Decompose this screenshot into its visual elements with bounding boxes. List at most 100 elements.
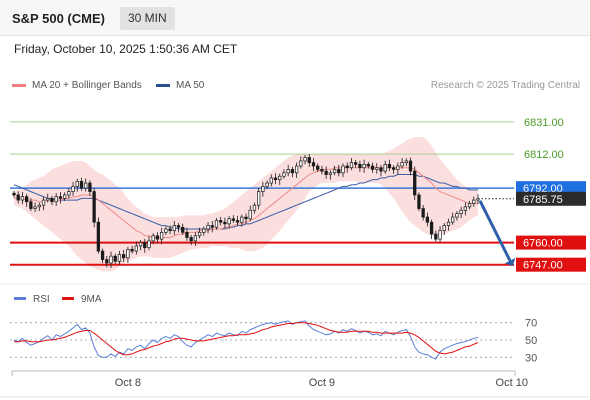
candle-body	[354, 162, 358, 165]
candle-body	[370, 165, 375, 170]
timeframe-button[interactable]: 30 MIN	[120, 7, 175, 30]
candle-body	[58, 196, 63, 199]
candle-body	[231, 218, 235, 221]
candle-body	[345, 165, 349, 169]
candle-body	[109, 255, 113, 264]
candle-body	[25, 196, 29, 203]
rsi-legend-swatch	[14, 297, 26, 300]
candle-body	[151, 235, 155, 242]
candle-body	[214, 220, 219, 228]
resistance-6831-label: 6831.00	[524, 117, 564, 129]
candle-body	[332, 169, 337, 174]
candle-body	[164, 228, 168, 233]
candle-body	[206, 225, 210, 230]
x-tick-label: Oct 10	[496, 377, 528, 389]
candle-body	[79, 180, 84, 189]
candle-body	[290, 169, 295, 174]
candle-body	[202, 228, 206, 233]
instrument-title: S&P 500 (CME)	[12, 11, 105, 26]
candle-body	[463, 206, 467, 211]
resistance-6812-label: 6812.00	[524, 149, 564, 161]
forecast-arrow	[478, 200, 512, 262]
candle-body	[29, 201, 33, 209]
candle-body	[337, 169, 341, 174]
candle-body	[159, 232, 164, 240]
candle-body	[193, 235, 198, 242]
candle-body	[311, 162, 316, 167]
candle-body	[387, 163, 392, 169]
rsi-9ma-line	[14, 322, 479, 356]
candle-body	[100, 250, 105, 260]
candle-body	[138, 242, 143, 247]
candle-body	[328, 172, 333, 175]
candle-body	[210, 225, 214, 228]
x-tick-label: Oct 8	[115, 377, 141, 389]
support-6747-label-box	[516, 257, 586, 272]
candle-body	[71, 186, 75, 192]
candle-body	[425, 216, 430, 223]
candle-body	[379, 167, 383, 172]
candle-body	[117, 254, 122, 262]
candle-body	[404, 160, 408, 163]
top-bar: S&P 500 (CME) 30 MIN	[0, 0, 590, 36]
candle-body	[235, 220, 240, 223]
candle-body	[155, 235, 160, 240]
candle-body	[273, 177, 278, 180]
candle-body	[278, 175, 282, 180]
legend-label-ma50: MA 50	[176, 80, 205, 91]
candle-body	[396, 165, 400, 170]
candle-body	[366, 163, 370, 167]
rsi-tick-label: 70	[525, 318, 537, 330]
candle-body	[223, 221, 227, 225]
candle-body	[375, 167, 379, 170]
candle-body	[46, 198, 50, 201]
rsi-legend-label: 9MA	[81, 294, 102, 305]
candle-body	[413, 170, 417, 196]
candle-body	[181, 226, 185, 233]
candle-body	[434, 233, 438, 240]
candle-body	[324, 170, 328, 175]
candle-body	[62, 194, 67, 199]
rsi-legend-swatch	[62, 297, 74, 300]
candle-body	[33, 206, 37, 209]
support-6747-label: 6747.00	[523, 260, 563, 272]
candle-body	[476, 198, 480, 201]
candle-body	[421, 208, 425, 218]
candle-body	[252, 204, 257, 211]
candle-body	[261, 186, 265, 192]
support-6760-label-box	[516, 235, 586, 250]
candle-body	[438, 230, 442, 240]
candle-body	[172, 225, 176, 232]
candle-body	[168, 228, 172, 232]
candle-body	[265, 182, 269, 187]
candle-body	[282, 172, 286, 177]
provider-credit: Research © 2025 Trading Central	[430, 80, 580, 91]
ma20-swatch	[12, 84, 26, 87]
candle-body	[303, 157, 307, 162]
candle-body	[16, 194, 20, 201]
candle-body	[472, 199, 476, 204]
candle-body	[362, 163, 366, 169]
candle-body	[429, 221, 434, 235]
candle-body	[417, 194, 421, 209]
resistance-6792-label-box	[516, 181, 586, 196]
candle-body	[459, 209, 463, 215]
current-price-label: 6785.75	[523, 194, 563, 206]
candle-body	[122, 254, 126, 259]
candles	[12, 153, 480, 269]
candle-body	[320, 169, 324, 172]
candle-body	[92, 191, 96, 223]
candle-body	[358, 163, 362, 169]
current-price-box	[516, 191, 586, 206]
legend-item-ma50: MA 50	[156, 80, 204, 91]
candle-body	[41, 199, 46, 206]
candle-body	[54, 196, 58, 203]
candle-body	[408, 160, 413, 172]
candle-body	[113, 255, 117, 262]
candle-body	[176, 225, 181, 228]
legend-item-ma20: MA 20 + Bollinger Bands	[12, 80, 142, 91]
legend-label-ma20: MA 20 + Bollinger Bands	[32, 80, 142, 91]
candle-body	[105, 259, 109, 264]
candle-body	[185, 232, 189, 238]
